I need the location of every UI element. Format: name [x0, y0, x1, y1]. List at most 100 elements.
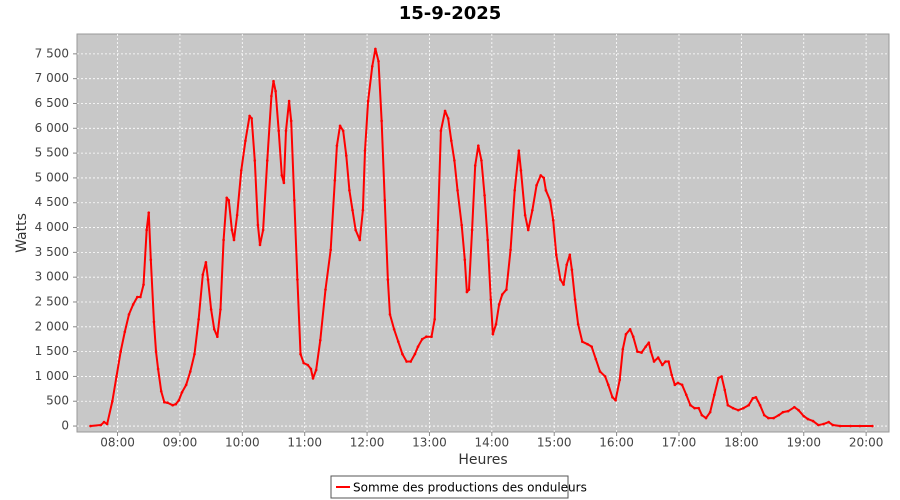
point — [480, 159, 483, 162]
point — [802, 414, 806, 418]
point — [463, 258, 467, 262]
point — [618, 378, 622, 382]
point — [341, 129, 345, 133]
point — [811, 419, 815, 423]
point — [486, 238, 489, 242]
point — [344, 154, 348, 157]
point — [282, 181, 286, 185]
point — [433, 318, 436, 321]
point — [554, 253, 558, 257]
point — [680, 383, 684, 387]
point — [127, 313, 131, 316]
point — [670, 373, 674, 377]
point — [244, 139, 247, 142]
point — [747, 403, 750, 407]
point — [762, 413, 766, 417]
point — [439, 129, 443, 133]
point — [544, 189, 548, 192]
point — [131, 303, 135, 306]
point — [149, 258, 153, 262]
x-tick-label: 13:00 — [412, 436, 447, 450]
x-tick-label: 16:00 — [599, 436, 634, 450]
x-tick-label: 17:00 — [662, 436, 697, 450]
y-tick-label: 6 000 — [35, 121, 69, 135]
point — [559, 278, 562, 281]
point — [284, 129, 288, 133]
point — [822, 422, 825, 426]
point — [661, 363, 664, 367]
point — [777, 413, 781, 417]
point — [265, 159, 269, 162]
point — [539, 174, 543, 177]
y-tick-label: 5 000 — [35, 170, 69, 184]
y-tick-label: 6 500 — [35, 96, 69, 110]
point — [590, 345, 593, 348]
point — [598, 370, 602, 373]
point — [673, 383, 677, 387]
point — [306, 363, 310, 367]
point — [354, 228, 357, 232]
point — [377, 59, 380, 63]
point — [470, 228, 474, 232]
point — [253, 159, 257, 162]
point — [542, 176, 546, 180]
point — [280, 174, 284, 177]
point — [519, 169, 523, 172]
x-tick-label: 20:00 — [849, 436, 884, 450]
legend-label: Somme des productions des onduleurs — [353, 481, 587, 495]
point — [606, 383, 610, 387]
point — [449, 139, 453, 142]
x-tick-label: 18:00 — [724, 436, 759, 450]
point — [258, 243, 262, 247]
point — [531, 208, 534, 212]
point — [640, 351, 643, 354]
point — [621, 347, 625, 351]
point — [436, 228, 440, 232]
point — [366, 99, 370, 103]
point — [473, 164, 477, 167]
point — [726, 403, 730, 407]
point — [338, 124, 342, 128]
point — [299, 352, 302, 356]
point — [717, 376, 720, 380]
point — [383, 198, 387, 202]
point — [227, 198, 231, 202]
point — [831, 423, 835, 427]
y-axis-label: Watts — [14, 213, 30, 253]
point — [209, 308, 213, 311]
point — [456, 189, 459, 192]
point — [212, 327, 216, 331]
y-tick-label: 3 500 — [35, 245, 69, 259]
point — [477, 144, 480, 147]
y-tick-label: 1 500 — [35, 344, 69, 358]
point — [388, 313, 392, 316]
point — [197, 318, 200, 321]
point — [193, 352, 196, 356]
point — [603, 375, 607, 378]
point — [272, 79, 275, 83]
point — [806, 417, 810, 421]
point — [491, 332, 495, 336]
point — [693, 406, 696, 410]
point — [270, 94, 273, 98]
point — [827, 420, 830, 424]
point — [667, 360, 670, 363]
point — [401, 352, 404, 356]
point — [523, 213, 527, 217]
point — [177, 398, 181, 402]
point — [700, 413, 704, 417]
point — [576, 323, 580, 326]
point — [274, 89, 277, 93]
point — [386, 278, 390, 281]
point — [289, 119, 293, 123]
point — [370, 64, 374, 68]
point — [314, 368, 318, 372]
point — [465, 290, 469, 294]
point — [742, 406, 745, 410]
chart-title: 15-9-2025 — [399, 3, 502, 24]
point — [509, 248, 512, 252]
point — [497, 303, 501, 306]
point — [380, 119, 383, 123]
point — [704, 416, 708, 420]
point — [363, 149, 367, 152]
